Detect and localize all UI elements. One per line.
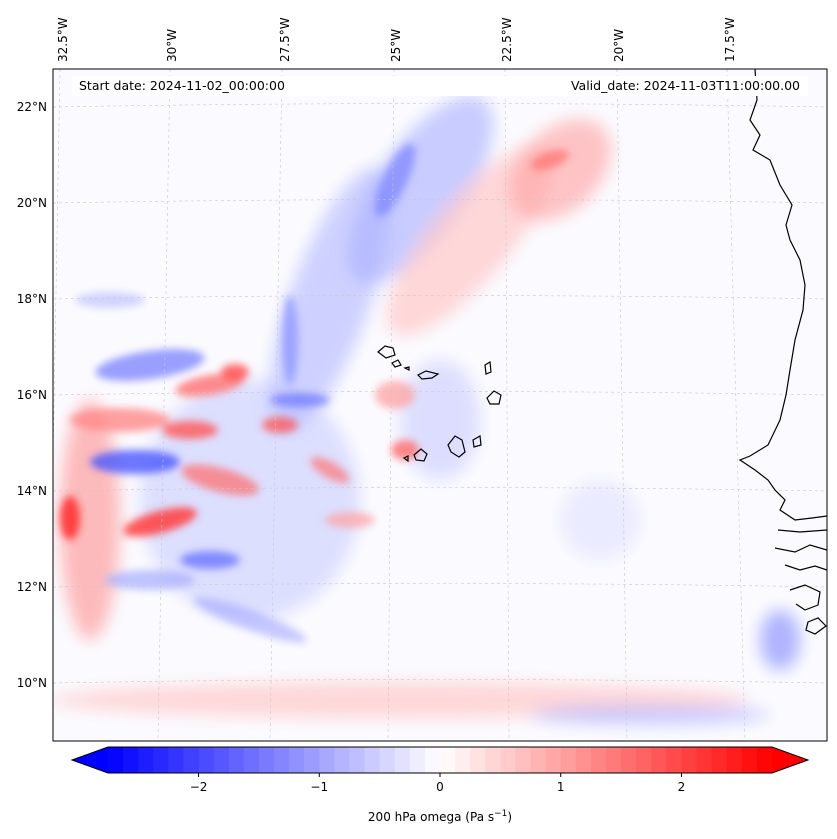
latitude-labels: 22°N 20°N 18°N 16°N 14°N 12°N 10°N — [17, 100, 47, 690]
gridlines — [53, 69, 827, 741]
colorbar-cell — [575, 747, 592, 773]
colorbar-cell — [304, 747, 320, 773]
colorbar-cell — [213, 747, 230, 773]
lon-label: 20°W — [612, 29, 626, 62]
lat-label: 10°N — [17, 676, 47, 690]
colorbar-cell — [274, 747, 290, 773]
colorbar-cell — [258, 747, 275, 773]
colorbar-max-extension — [772, 747, 808, 773]
colorbar-cell — [123, 747, 139, 773]
island-maio — [472, 435, 482, 448]
colorbar-cell — [485, 747, 501, 773]
island-santiago — [447, 435, 466, 458]
colorbar-cell — [560, 747, 577, 773]
colorbar-cell — [364, 747, 381, 773]
colorbar-cell — [636, 747, 652, 773]
map-frame — [52, 68, 828, 742]
longitude-labels: 32.5°W 30°W 27.5°W 25°W 22.5°W 20°W 17.5… — [56, 17, 737, 62]
lat-label: 16°N — [17, 388, 47, 402]
island-sao-vicente — [391, 359, 402, 368]
colorbar-cell — [545, 747, 562, 773]
colorbar-cell — [681, 747, 698, 773]
colorbar-min-extension — [72, 747, 108, 773]
colorbar-cell — [696, 747, 713, 773]
colorbar-cell — [666, 747, 683, 773]
colorbar-ticks: −2 −1 0 1 2 — [190, 773, 686, 794]
colorbar-cell — [198, 747, 215, 773]
colorbar-cell — [741, 747, 758, 773]
colorbar-tick-label: 2 — [678, 780, 686, 794]
valid-date-label: Valid_date: 2024-11-03T11:00:00.00 — [571, 78, 800, 93]
colorbar-cell — [590, 747, 607, 773]
colorbar-cell — [651, 747, 667, 773]
island-fogo — [413, 448, 428, 462]
island-sal — [484, 360, 492, 375]
colorbar-cell — [440, 747, 456, 773]
island-sao-nicolau — [416, 370, 440, 380]
colorbar-cell — [530, 747, 547, 773]
lat-label: 20°N — [17, 196, 47, 210]
colorbar-outline — [70, 746, 810, 774]
lon-label: 22.5°W — [500, 17, 514, 62]
header-banner — [72, 76, 808, 96]
colorbar-cell — [455, 747, 471, 773]
colorbar-cell — [726, 747, 743, 773]
lon-label: 27.5°W — [278, 17, 292, 62]
colorbar-tick-label: 0 — [436, 780, 444, 794]
colorbar-cell — [334, 747, 351, 773]
colorbar-cell — [243, 747, 260, 773]
colorbar-cell — [424, 747, 441, 773]
island-santa-luzia — [403, 366, 410, 371]
colorbar-tick-label: 1 — [557, 780, 565, 794]
colorbar-cell — [138, 747, 154, 773]
colorbar-cell — [500, 747, 517, 773]
colorbar-cell — [289, 747, 305, 773]
africa-coastline — [738, 69, 827, 521]
colorbar-cell — [108, 747, 124, 773]
lat-label: 14°N — [17, 484, 47, 498]
colorbar-cell — [515, 747, 532, 773]
lon-label: 25°W — [389, 29, 403, 62]
omega-field — [53, 96, 800, 725]
start-date-label: Start date: 2024-11-02_00:00:00 — [79, 78, 285, 93]
colorbar-cell — [168, 747, 185, 773]
island-brava — [402, 455, 409, 463]
colorbar-cell — [319, 747, 335, 773]
colorbar-cell — [394, 747, 411, 773]
lat-label: 22°N — [17, 100, 47, 114]
map-panel: Start date: 2024-11-02_00:00:00 Valid_da… — [52, 68, 828, 742]
lat-label: 18°N — [17, 292, 47, 306]
colorbar-cell — [470, 747, 486, 773]
coastlines — [377, 69, 827, 635]
colorbar-cell — [756, 747, 773, 773]
colorbar-tick-label: −1 — [310, 780, 328, 794]
island-boa-vista — [486, 390, 502, 405]
colorbar-cell — [349, 747, 366, 773]
colorbar-tick-label: −2 — [190, 780, 208, 794]
colorbar-cell — [409, 747, 426, 773]
colorbar-scale — [72, 747, 808, 773]
colorbar-label: 200 hPa omega (Pa s−1) — [368, 809, 512, 824]
island-santo-antao — [377, 345, 396, 359]
colorbar-cell — [711, 747, 728, 773]
colorbar-cell — [606, 747, 622, 773]
lon-label: 17.5°W — [723, 17, 737, 62]
colorbar: −2 −1 0 1 2 200 hPa omega (Pa s−1) — [70, 746, 810, 824]
colorbar-cell — [153, 747, 169, 773]
lon-label: 30°W — [165, 29, 179, 62]
colorbar-cell — [621, 747, 637, 773]
lon-label: 32.5°W — [56, 17, 70, 62]
colorbar-cell — [379, 747, 396, 773]
lat-label: 12°N — [17, 580, 47, 594]
colorbar-cell — [228, 747, 245, 773]
colorbar-cell — [183, 747, 200, 773]
